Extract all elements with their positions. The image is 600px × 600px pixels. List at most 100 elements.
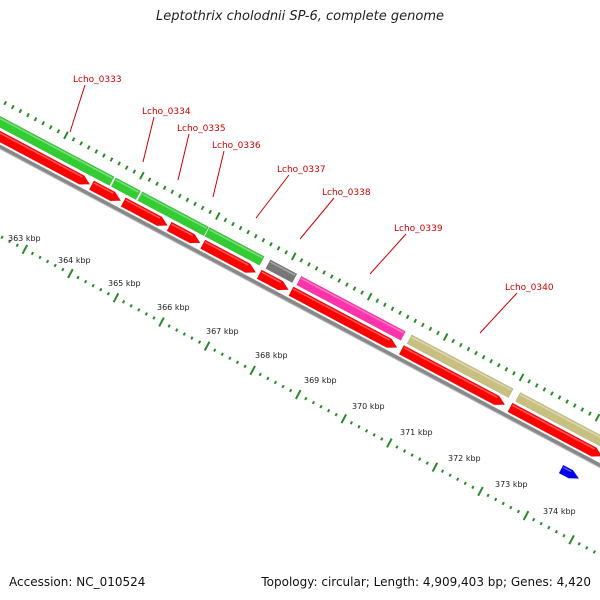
- feature-highlight: [0, 132, 83, 178]
- outer-tick: [442, 333, 449, 342]
- outer-tick: [481, 354, 486, 360]
- inner-tick: [554, 529, 558, 534]
- outer-tick: [3, 100, 8, 106]
- feature-highlight: [411, 336, 512, 391]
- green-feature-4: [204, 227, 265, 266]
- callout-line: [142, 116, 155, 163]
- outer-tick: [276, 246, 281, 251]
- pink-feature: [296, 275, 406, 341]
- cds-arrow-2: [88, 180, 122, 202]
- outer-tick: [139, 171, 145, 180]
- kbp-label: 367 kbp: [206, 327, 239, 336]
- inner-tick: [281, 384, 285, 389]
- inner-tick: [84, 279, 88, 284]
- outer-tick: [155, 181, 159, 186]
- inner-tick: [456, 477, 460, 482]
- kbp-label: 373 kbp: [495, 480, 528, 489]
- callout-line: [255, 174, 290, 219]
- outer-tick: [63, 131, 69, 140]
- inner-tick: [220, 352, 224, 357]
- inner-tick: [319, 404, 323, 409]
- outer-tick: [124, 165, 129, 170]
- outer-tick: [518, 373, 525, 382]
- feature-highlight: [270, 261, 296, 276]
- inner-tick: [129, 304, 133, 308]
- outer-tick: [170, 189, 175, 195]
- outer-tick: [71, 137, 76, 142]
- outer-tick: [580, 407, 585, 412]
- inner-tick: [577, 542, 581, 546]
- outer-tick: [329, 274, 334, 279]
- feature-highlight: [0, 117, 113, 179]
- inner-tick: [395, 445, 399, 449]
- inner-tick: [463, 481, 467, 486]
- kbp-label: 365 kbp: [108, 279, 141, 288]
- outer-tick: [208, 209, 213, 215]
- outer-tick: [322, 270, 326, 275]
- outer-tick: [10, 104, 15, 110]
- inner-tick: [334, 412, 338, 417]
- outer-tick: [261, 237, 266, 243]
- inner-tick: [235, 360, 240, 365]
- outer-tick: [200, 205, 205, 211]
- inner-tick: [106, 291, 110, 296]
- gene-callouts: Lcho_0333 Lcho_0334 Lcho_0335 Lcho_0336 Lcho…: [69, 75, 554, 334]
- gene-label: Lcho_0334: [142, 107, 191, 117]
- inner-tick: [547, 525, 551, 530]
- genome-summary-text: Topology: circular; Length: 4,909,403 bp…: [261, 575, 591, 589]
- inner-tick: [372, 433, 376, 437]
- outer-tick: [375, 298, 380, 303]
- inner-tick: [532, 517, 536, 522]
- gene-label: Lcho_0335: [177, 124, 226, 134]
- olive-feature-2: [515, 392, 600, 447]
- accession-text: Accession: NC_010524: [9, 575, 146, 589]
- outer-tick: [284, 250, 288, 255]
- kbp-label: 370 kbp: [352, 402, 385, 411]
- outer-tick: [86, 145, 91, 150]
- callout-line: [299, 197, 335, 240]
- kbp-label: 372 kbp: [448, 454, 481, 463]
- inner-tick: [228, 356, 232, 361]
- inner-tick: [509, 505, 513, 510]
- outer-tick: [466, 346, 471, 352]
- backbone-highlight: [0, 148, 600, 469]
- callout-line: [479, 292, 518, 334]
- gene-label: Lcho_0336: [212, 141, 261, 151]
- outer-tick: [588, 411, 592, 416]
- outer-tick-ring: [3, 100, 600, 422]
- inner-tick: [501, 501, 505, 506]
- inner-tick: [21, 244, 29, 255]
- feature-tracks: [0, 115, 600, 479]
- inner-tick: [190, 336, 194, 340]
- inner-tick: [30, 251, 35, 256]
- outer-tick: [117, 161, 121, 166]
- cds-arrow-8: [398, 344, 506, 406]
- gene-label: Lcho_0338: [322, 188, 371, 198]
- inner-tick: [357, 425, 361, 429]
- inner-tick: [539, 521, 543, 526]
- inner-tick: [243, 364, 247, 369]
- cds-arrow-5: [200, 239, 257, 273]
- callout-line: [369, 233, 407, 275]
- outer-tick: [360, 290, 364, 295]
- inner-tick: [0, 235, 4, 240]
- green-feature-2: [110, 177, 142, 201]
- outer-tick: [41, 120, 45, 126]
- kbp-label: 366 kbp: [157, 303, 190, 312]
- blue-feature: [558, 464, 580, 479]
- inner-tick: [425, 461, 429, 465]
- outer-tick: [56, 129, 61, 134]
- outer-tick: [413, 318, 418, 324]
- inner-tick: [471, 485, 475, 490]
- inner-tick: [258, 372, 262, 377]
- gene-label: Lcho_0340: [505, 283, 554, 293]
- outer-tick: [109, 157, 114, 162]
- outer-tick: [223, 217, 228, 223]
- cds-arrow-9: [507, 402, 600, 457]
- outer-tick: [345, 282, 349, 287]
- inner-tick: [8, 239, 12, 244]
- feature-highlight: [171, 223, 194, 237]
- outer-tick: [550, 391, 554, 396]
- outer-tick: [383, 302, 387, 307]
- outer-tick: [366, 292, 373, 301]
